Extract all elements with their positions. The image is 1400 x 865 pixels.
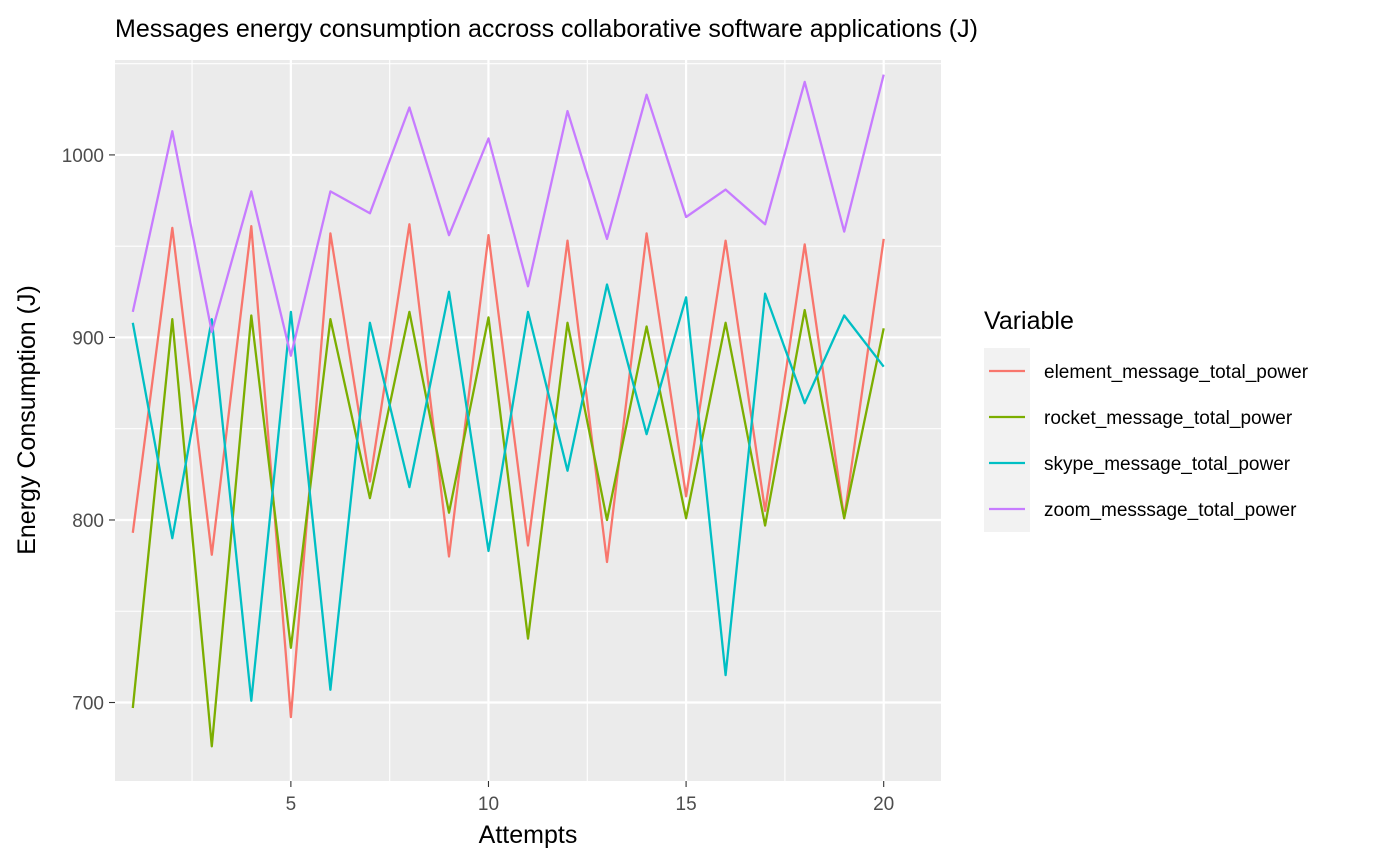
x-tick-label: 20	[873, 794, 894, 815]
major-gridlines	[115, 60, 941, 781]
x-axis-title: Attempts	[479, 821, 578, 849]
series-line-zoom_messsage_total_power	[131, 74, 885, 357]
legend-label-rocket_message_total_power: rocket_message_total_power	[1044, 408, 1293, 429]
legend: Variable element_message_total_powerrock…	[984, 307, 1309, 532]
y-axis-title: Energy Consumption (J)	[13, 285, 41, 555]
legend-title: Variable	[984, 307, 1074, 335]
series-line-rocket_message_total_power	[131, 308, 885, 748]
plot-panel	[115, 60, 941, 781]
x-tick-label: 10	[478, 794, 499, 815]
y-tick-label: 1000	[62, 146, 104, 167]
y-tick-label: 700	[72, 694, 104, 715]
x-axis: 5 10 15 20	[286, 781, 894, 815]
x-tick-label: 5	[286, 794, 297, 815]
legend-label-zoom_messsage_total_power: zoom_messsage_total_power	[1044, 500, 1297, 521]
y-tick-label: 800	[72, 511, 104, 532]
y-tick-label: 900	[72, 328, 104, 349]
legend-label-element_message_total_power: element_message_total_power	[1044, 362, 1309, 383]
series-line-element_message_total_power	[131, 223, 885, 719]
series-lines	[131, 74, 885, 748]
x-tick-label: 15	[676, 794, 697, 815]
y-axis: 700 800 900 1000	[62, 146, 115, 715]
legend-label-skype_message_total_power: skype_message_total_power	[1044, 454, 1291, 475]
series-line-skype_message_total_power	[131, 283, 885, 702]
chart-title: Messages energy consumption accross coll…	[115, 15, 978, 43]
